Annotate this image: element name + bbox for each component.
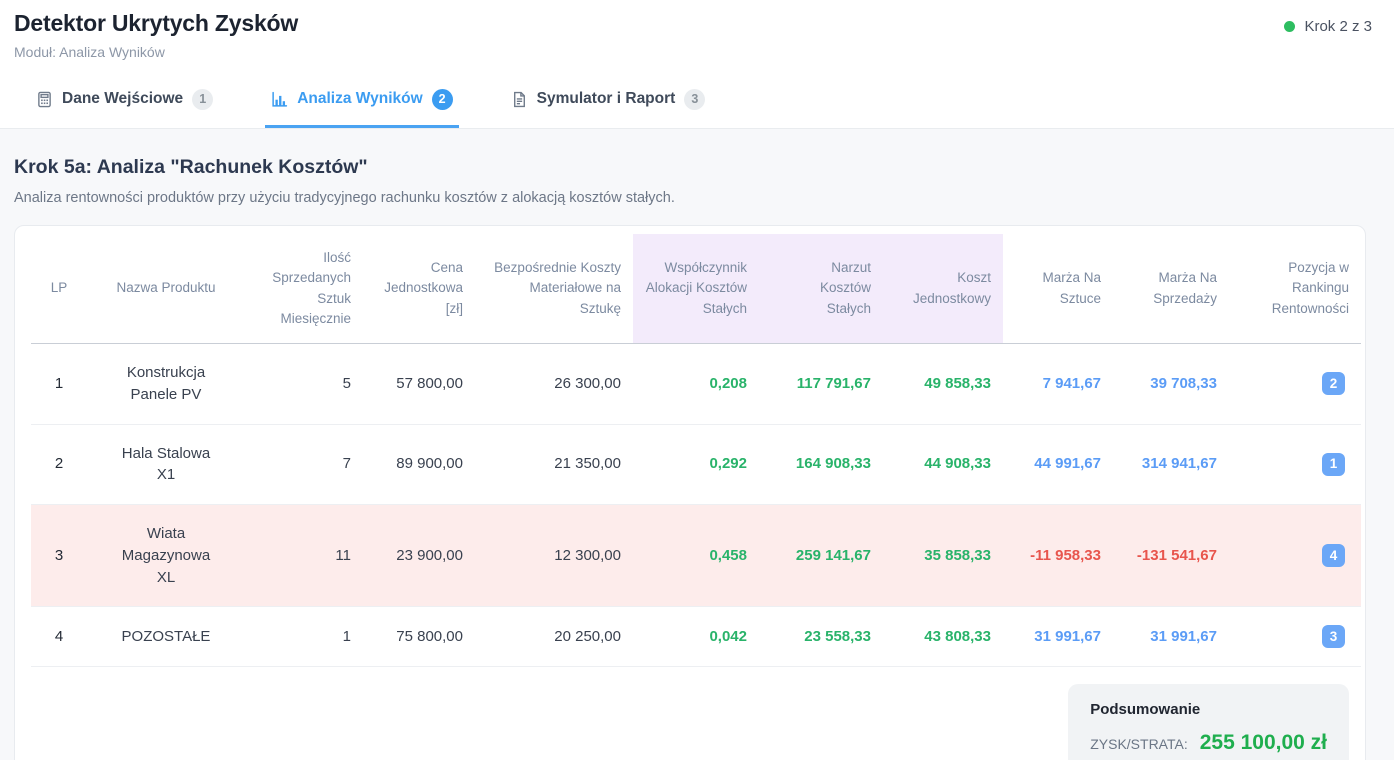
section-description: Analiza rentowności produktów przy użyci… <box>14 190 675 206</box>
section-heading: Krok 5a: Analiza "Rachunek Kosztów" <box>14 156 368 178</box>
page-title: Detektor Ukrytych Zysków <box>14 10 299 36</box>
cell-qty: 5 <box>245 343 363 425</box>
cell-unit-cost: 43 808,33 <box>883 606 1003 668</box>
tab-label: Dane Wejściowe <box>62 90 184 107</box>
cell-alloc-coef: 0,208 <box>633 343 759 425</box>
tab-label: Analiza Wyników <box>297 90 423 107</box>
summary-row: Podsumowanie ZYSK/STRATA: 255 100,00 zł <box>31 667 1349 760</box>
summary-title: Podsumowanie <box>1090 701 1201 719</box>
rank-badge: 3 <box>1322 625 1345 649</box>
col-header-ilosc: Ilość Sprzedanych Sztuk Miesięcznie <box>245 234 363 344</box>
cell-price: 23 900,00 <box>363 504 475 608</box>
step-indicator-label: Krok 2 z 3 <box>1304 18 1372 35</box>
rank-badge: 4 <box>1322 544 1345 568</box>
cell-lp: 3 <box>31 504 87 608</box>
cell-overhead: 117 791,67 <box>759 343 883 425</box>
cell-margin-sales: 31 991,67 <box>1113 606 1229 668</box>
cell-margin-sales: -131 541,67 <box>1113 504 1229 608</box>
col-header-wspolczynnik: Współczynnik Alokacji Kosztów Stałych <box>633 234 759 344</box>
cell-product-name: POZOSTAŁE <box>87 606 245 668</box>
col-header-koszty-materialowe: Bezpośrednie Koszty Materiałowe na Sztuk… <box>475 234 633 344</box>
tab-symulator-raport[interactable]: Symulator i Raport 3 <box>505 73 712 128</box>
col-header-cena: Cena Jednostkowa [zł] <box>363 234 475 344</box>
cell-price: 89 900,00 <box>363 424 475 505</box>
cell-lp: 2 <box>31 424 87 505</box>
col-header-lp: LP <box>31 234 87 344</box>
tab-dane-wejsciowe[interactable]: Dane Wejściowe 1 <box>30 73 219 128</box>
cell-overhead: 164 908,33 <box>759 424 883 505</box>
cell-rank: 1 <box>1229 424 1361 505</box>
cell-product-name: Hala Stalowa X1 <box>87 424 245 505</box>
cell-direct-cost: 26 300,00 <box>475 343 633 425</box>
analysis-table-card: LP Nazwa Produktu Ilość Sprzedanych Sztu… <box>14 225 1366 760</box>
cell-margin-unit: 7 941,67 <box>1003 343 1113 425</box>
table-header-row: LP Nazwa Produktu Ilość Sprzedanych Sztu… <box>31 234 1361 344</box>
cell-lp: 4 <box>31 606 87 668</box>
step-status-dot-icon <box>1284 21 1296 32</box>
table-row: 2 Hala Stalowa X1 7 89 900,00 21 350,00 … <box>31 424 1361 505</box>
col-header-marza-sprzedaz: Marża Na Sprzedaży <box>1113 234 1229 344</box>
cell-price: 57 800,00 <box>363 343 475 425</box>
cell-product-name: Konstrukcja Panele PV <box>87 343 245 425</box>
rank-badge: 1 <box>1322 452 1345 476</box>
cell-margin-unit: 31 991,67 <box>1003 606 1113 668</box>
tab-analiza-wynikow[interactable]: Analiza Wyników 2 <box>265 73 459 128</box>
cell-lp: 1 <box>31 343 87 425</box>
document-icon <box>511 91 528 108</box>
cell-price: 75 800,00 <box>363 606 475 668</box>
profit-loss-label: ZYSK/STRATA: <box>1090 736 1188 753</box>
cell-product-name: Wiata Magazynowa XL <box>87 504 245 608</box>
cost-analysis-table: LP Nazwa Produktu Ilość Sprzedanych Sztu… <box>31 234 1361 668</box>
cell-direct-cost: 12 300,00 <box>475 504 633 608</box>
col-header-koszt-jednostkowy: Koszt Jednostkowy <box>883 234 1003 344</box>
cell-unit-cost: 35 858,33 <box>883 504 1003 608</box>
col-header-ranking: Pozycja w Rankingu Rentowności <box>1229 234 1361 344</box>
table-row: 1 Konstrukcja Panele PV 5 57 800,00 26 3… <box>31 343 1361 425</box>
table-row-loss-highlighted: 3 Wiata Magazynowa XL 11 23 900,00 12 30… <box>31 504 1361 608</box>
cell-rank: 4 <box>1229 504 1361 608</box>
tabbar: Dane Wejściowe 1 Analiza Wyników 2 Symul… <box>0 73 1394 129</box>
tab-number-badge: 2 <box>431 88 453 110</box>
summary-box: Podsumowanie ZYSK/STRATA: 255 100,00 zł <box>1068 684 1349 760</box>
cell-unit-cost: 44 908,33 <box>883 424 1003 505</box>
cell-margin-unit: 44 991,67 <box>1003 424 1113 505</box>
col-header-narzut: Narzut Kosztów Stałych <box>759 234 883 344</box>
cell-direct-cost: 20 250,00 <box>475 606 633 668</box>
cell-direct-cost: 21 350,00 <box>475 424 633 505</box>
tab-number-badge: 3 <box>684 88 706 110</box>
table-row: 4 POZOSTAŁE 1 75 800,00 20 250,00 0,042 … <box>31 606 1361 668</box>
cell-alloc-coef: 0,458 <box>633 504 759 608</box>
col-header-marza-sztuka: Marża Na Sztuce <box>1003 234 1113 344</box>
module-subtitle: Moduł: Analiza Wyników <box>14 44 165 60</box>
cell-unit-cost: 49 858,33 <box>883 343 1003 425</box>
cell-overhead: 259 141,67 <box>759 504 883 608</box>
cell-margin-unit: -11 958,33 <box>1003 504 1113 608</box>
summary-line: ZYSK/STRATA: 255 100,00 zł <box>1090 731 1327 755</box>
cell-rank: 3 <box>1229 606 1361 668</box>
cell-qty: 11 <box>245 504 363 608</box>
cell-qty: 1 <box>245 606 363 668</box>
tab-label: Symulator i Raport <box>536 90 676 107</box>
calculator-icon <box>36 91 53 108</box>
cell-overhead: 23 558,33 <box>759 606 883 668</box>
cell-alloc-coef: 0,042 <box>633 606 759 668</box>
main-content: Krok 5a: Analiza "Rachunek Kosztów" Anal… <box>0 129 1394 760</box>
app-header: Detektor Ukrytych Zysków Moduł: Analiza … <box>0 0 1394 73</box>
step-indicator: Krok 2 z 3 <box>1284 10 1378 35</box>
col-header-nazwa: Nazwa Produktu <box>87 234 245 344</box>
cell-alloc-coef: 0,292 <box>633 424 759 505</box>
profit-loss-value: 255 100,00 zł <box>1199 731 1327 755</box>
cell-margin-sales: 39 708,33 <box>1113 343 1229 425</box>
cell-rank: 2 <box>1229 343 1361 425</box>
cell-margin-sales: 314 941,67 <box>1113 424 1229 505</box>
cell-qty: 7 <box>245 424 363 505</box>
bar-chart-icon <box>271 91 288 108</box>
tab-number-badge: 1 <box>192 88 214 110</box>
app-header-left: Detektor Ukrytych Zysków Moduł: Analiza … <box>14 10 298 60</box>
rank-badge: 2 <box>1322 372 1345 396</box>
